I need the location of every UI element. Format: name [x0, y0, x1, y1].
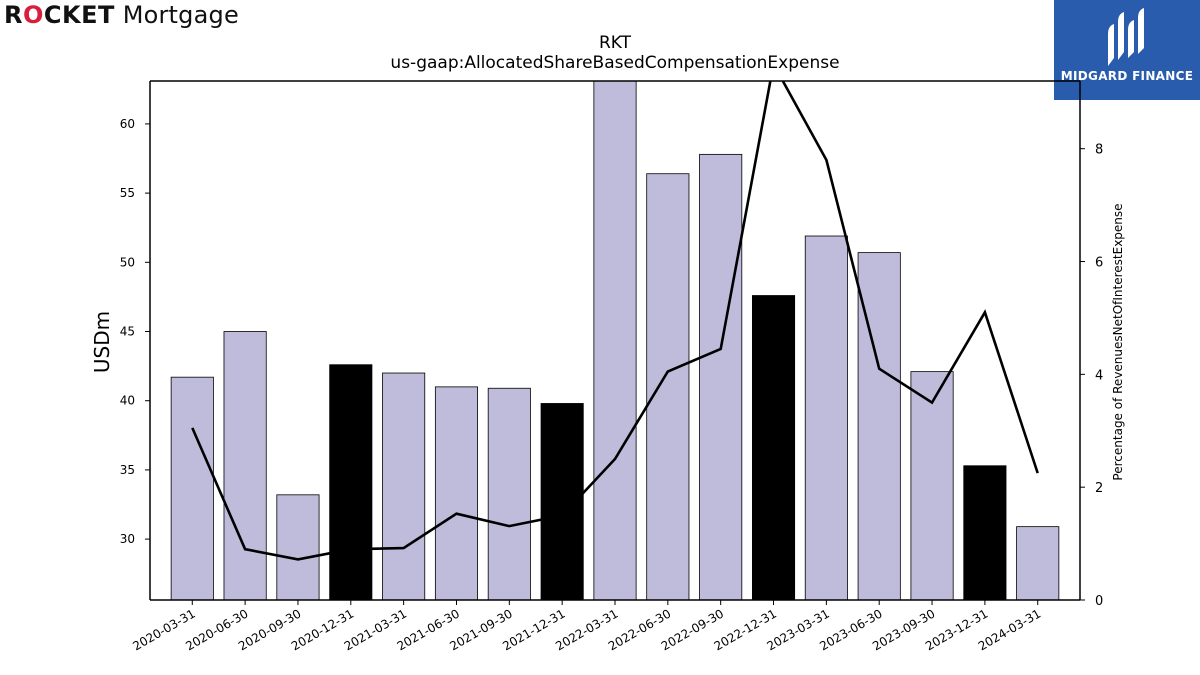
y-tick-label: 40 — [120, 394, 135, 408]
y-tick-label: 55 — [120, 186, 135, 200]
bar-2022-09-30 — [699, 153, 743, 600]
bar-2020-03-31 — [170, 376, 214, 600]
y-tick-label: 35 — [120, 463, 135, 477]
bar-2023-06-30 — [857, 252, 901, 600]
y-tick-label: 50 — [120, 255, 135, 269]
bar-2022-03-31 — [593, 81, 637, 600]
bar-2020-09-30 — [276, 494, 320, 600]
rocket-mortgage-logo: ROCKET Mortgage — [4, 1, 239, 29]
bar-2023-12-31 — [963, 465, 1007, 600]
y2-tick-label: 6 — [1095, 256, 1103, 271]
midgard-emblem-icon — [1108, 8, 1144, 66]
bar-2021-03-31 — [382, 372, 426, 600]
y2-tick-label: 4 — [1095, 368, 1103, 383]
y-tick-label: 60 — [120, 117, 135, 131]
chart-subtitle: us-gaap:AllocatedShareBasedCompensationE… — [390, 53, 839, 73]
plot-area — [170, 81, 1060, 600]
bar-2022-06-30 — [646, 173, 690, 600]
bar-2023-09-30 — [910, 371, 954, 600]
bar-2021-12-31 — [540, 403, 584, 600]
line-series-percentage — [191, 81, 1039, 561]
y2-tick-label: 0 — [1095, 594, 1103, 609]
midgard-finance-text: MIDGARD FINANCE — [1060, 69, 1194, 83]
y2-tick-label: 8 — [1095, 143, 1103, 158]
bar-2020-06-30 — [223, 331, 267, 600]
midgard-finance-logo: MIDGARD FINANCE — [1054, 0, 1200, 100]
y2-axis-label: Percentage of RevenuesNetOfInterestExpen… — [1111, 203, 1125, 480]
y2-tick-label: 2 — [1095, 481, 1103, 496]
y-axis-label: USDm — [90, 311, 114, 373]
chart-title: RKT — [599, 33, 632, 53]
y-tick-label: 30 — [120, 532, 135, 546]
y-tick-label: 45 — [120, 325, 135, 339]
bar-2020-12-31 — [329, 364, 373, 600]
bar-2023-03-31 — [804, 235, 848, 600]
bar-2021-09-30 — [487, 387, 531, 600]
bar-2024-03-31 — [1016, 526, 1060, 600]
bar-2021-06-30 — [434, 386, 479, 600]
bar-2022-12-31 — [751, 295, 796, 600]
